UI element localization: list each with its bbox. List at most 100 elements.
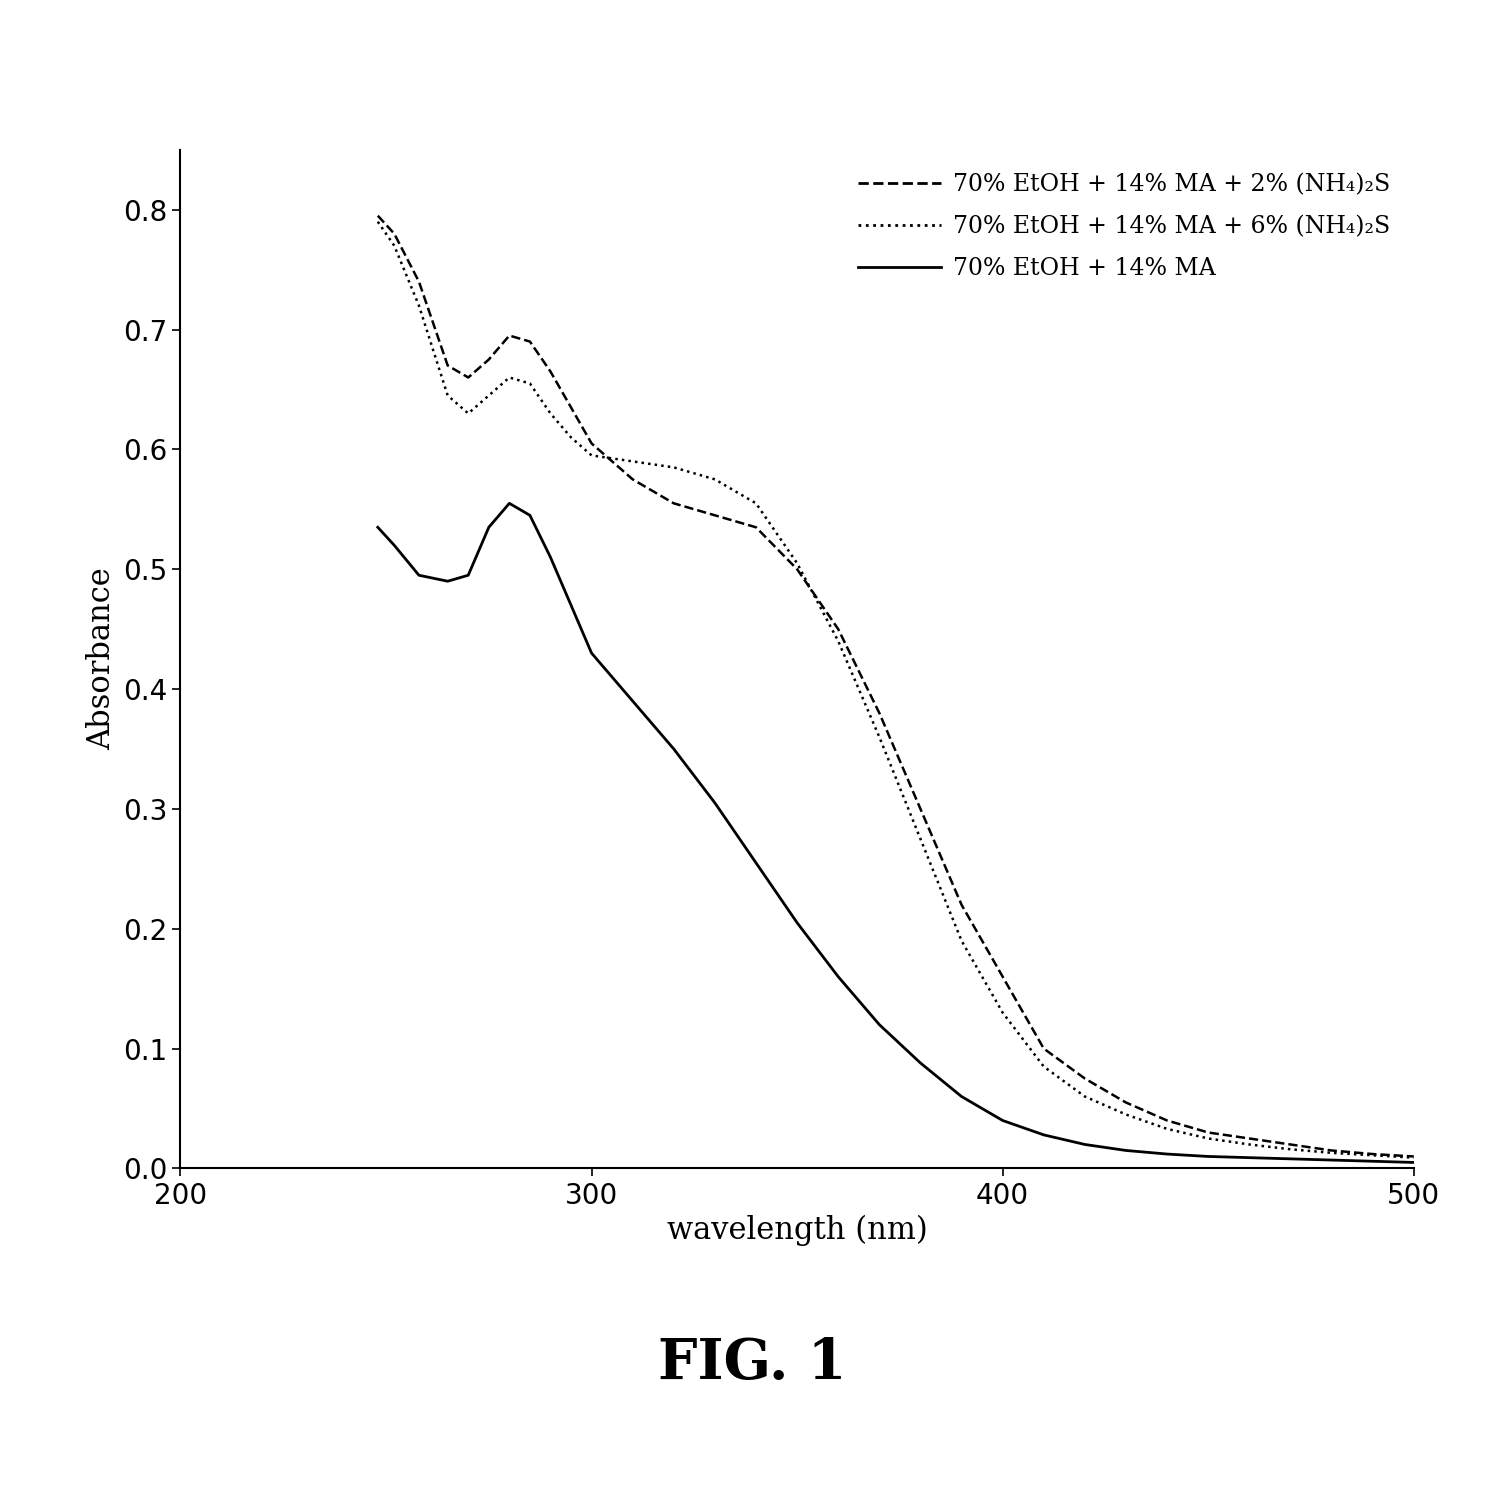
70% EtOH + 14% MA [562, 596, 581, 614]
70% EtOH + 14% MA + 6% (NH₄)₂S [1405, 1149, 1423, 1167]
70% EtOH + 14% MA + 6% (NH₄)₂S [501, 369, 519, 386]
70% EtOH + 14% MA + 2% (NH₄)₂S [1405, 1147, 1423, 1165]
70% EtOH + 14% MA [624, 692, 642, 710]
70% EtOH + 14% MA + 2% (NH₄)₂S [411, 273, 429, 291]
70% EtOH + 14% MA [385, 536, 403, 554]
70% EtOH + 14% MA + 6% (NH₄)₂S [1035, 1058, 1053, 1076]
70% EtOH + 14% MA + 2% (NH₄)₂S [871, 704, 889, 722]
70% EtOH + 14% MA + 6% (NH₄)₂S [994, 1004, 1012, 1022]
70% EtOH + 14% MA + 6% (NH₄)₂S [1241, 1135, 1259, 1153]
70% EtOH + 14% MA + 2% (NH₄)₂S [459, 369, 477, 386]
70% EtOH + 14% MA [411, 566, 429, 584]
70% EtOH + 14% MA + 6% (NH₄)₂S [1364, 1146, 1382, 1164]
70% EtOH + 14% MA + 2% (NH₄)₂S [952, 896, 970, 914]
70% EtOH + 14% MA + 6% (NH₄)₂S [1075, 1088, 1093, 1106]
70% EtOH + 14% MA [520, 506, 538, 524]
70% EtOH + 14% MA [1117, 1141, 1136, 1159]
70% EtOH + 14% MA + 6% (NH₄)₂S [911, 830, 929, 848]
70% EtOH + 14% MA + 2% (NH₄)₂S [1035, 1040, 1053, 1058]
Line: 70% EtOH + 14% MA + 6% (NH₄)₂S: 70% EtOH + 14% MA + 6% (NH₄)₂S [378, 222, 1414, 1158]
70% EtOH + 14% MA + 6% (NH₄)₂S [747, 494, 766, 512]
70% EtOH + 14% MA + 6% (NH₄)₂S [439, 386, 457, 404]
70% EtOH + 14% MA + 2% (NH₄)₂S [520, 333, 538, 351]
70% EtOH + 14% MA + 2% (NH₄)₂S [562, 398, 581, 416]
70% EtOH + 14% MA + 2% (NH₄)₂S [582, 434, 600, 452]
70% EtOH + 14% MA [829, 968, 847, 986]
70% EtOH + 14% MA + 6% (NH₄)₂S [411, 297, 429, 315]
70% EtOH + 14% MA + 2% (NH₄)₂S [1281, 1135, 1299, 1153]
70% EtOH + 14% MA [501, 494, 519, 512]
70% EtOH + 14% MA + 6% (NH₄)₂S [1281, 1140, 1299, 1158]
70% EtOH + 14% MA [1364, 1152, 1382, 1170]
70% EtOH + 14% MA + 6% (NH₄)₂S [541, 404, 559, 422]
70% EtOH + 14% MA [788, 914, 806, 932]
70% EtOH + 14% MA + 2% (NH₄)₂S [1158, 1112, 1176, 1129]
70% EtOH + 14% MA + 6% (NH₄)₂S [829, 632, 847, 650]
Y-axis label: Absorbance: Absorbance [86, 568, 117, 750]
70% EtOH + 14% MA + 2% (NH₄)₂S [747, 518, 766, 536]
70% EtOH + 14% MA + 6% (NH₄)₂S [624, 452, 642, 470]
70% EtOH + 14% MA [459, 566, 477, 584]
70% EtOH + 14% MA + 2% (NH₄)₂S [1117, 1094, 1136, 1112]
70% EtOH + 14% MA + 6% (NH₄)₂S [665, 458, 683, 476]
70% EtOH + 14% MA [952, 1088, 970, 1106]
70% EtOH + 14% MA + 2% (NH₄)₂S [829, 620, 847, 638]
70% EtOH + 14% MA + 2% (NH₄)₂S [480, 351, 498, 369]
70% EtOH + 14% MA + 2% (NH₄)₂S [368, 207, 387, 225]
70% EtOH + 14% MA + 6% (NH₄)₂S [520, 374, 538, 392]
Text: FIG. 1: FIG. 1 [657, 1336, 847, 1390]
70% EtOH + 14% MA + 2% (NH₄)₂S [385, 225, 403, 243]
70% EtOH + 14% MA + 2% (NH₄)₂S [705, 506, 723, 524]
Line: 70% EtOH + 14% MA: 70% EtOH + 14% MA [378, 503, 1414, 1162]
70% EtOH + 14% MA + 6% (NH₄)₂S [480, 386, 498, 404]
70% EtOH + 14% MA + 6% (NH₄)₂S [385, 237, 403, 255]
70% EtOH + 14% MA + 6% (NH₄)₂S [368, 213, 387, 231]
70% EtOH + 14% MA + 6% (NH₄)₂S [1158, 1121, 1176, 1138]
70% EtOH + 14% MA [665, 740, 683, 758]
70% EtOH + 14% MA + 2% (NH₄)₂S [911, 800, 929, 818]
70% EtOH + 14% MA [747, 854, 766, 872]
70% EtOH + 14% MA + 2% (NH₄)₂S [788, 560, 806, 578]
70% EtOH + 14% MA [368, 518, 387, 536]
X-axis label: wavelength (nm): wavelength (nm) [666, 1215, 928, 1246]
70% EtOH + 14% MA [1281, 1150, 1299, 1168]
70% EtOH + 14% MA [582, 644, 600, 662]
70% EtOH + 14% MA + 2% (NH₄)₂S [501, 327, 519, 345]
70% EtOH + 14% MA + 6% (NH₄)₂S [582, 446, 600, 464]
70% EtOH + 14% MA + 6% (NH₄)₂S [1117, 1106, 1136, 1124]
70% EtOH + 14% MA + 2% (NH₄)₂S [1364, 1144, 1382, 1162]
70% EtOH + 14% MA [1241, 1149, 1259, 1167]
70% EtOH + 14% MA + 6% (NH₄)₂S [952, 932, 970, 950]
70% EtOH + 14% MA + 6% (NH₄)₂S [1322, 1144, 1340, 1162]
70% EtOH + 14% MA + 2% (NH₄)₂S [994, 968, 1012, 986]
70% EtOH + 14% MA + 2% (NH₄)₂S [1241, 1129, 1259, 1147]
70% EtOH + 14% MA [1075, 1135, 1093, 1153]
70% EtOH + 14% MA + 6% (NH₄)₂S [871, 728, 889, 746]
70% EtOH + 14% MA [1199, 1147, 1217, 1165]
70% EtOH + 14% MA [439, 572, 457, 590]
70% EtOH + 14% MA + 6% (NH₄)₂S [788, 554, 806, 572]
70% EtOH + 14% MA [705, 794, 723, 812]
70% EtOH + 14% MA [911, 1055, 929, 1073]
70% EtOH + 14% MA + 2% (NH₄)₂S [1075, 1070, 1093, 1088]
70% EtOH + 14% MA + 2% (NH₄)₂S [624, 470, 642, 488]
70% EtOH + 14% MA + 6% (NH₄)₂S [1199, 1129, 1217, 1147]
70% EtOH + 14% MA + 6% (NH₄)₂S [562, 428, 581, 446]
Legend: 70% EtOH + 14% MA + 2% (NH₄)₂S, 70% EtOH + 14% MA + 6% (NH₄)₂S, 70% EtOH + 14% M: 70% EtOH + 14% MA + 2% (NH₄)₂S, 70% EtOH… [847, 162, 1402, 292]
70% EtOH + 14% MA [871, 1016, 889, 1034]
70% EtOH + 14% MA + 2% (NH₄)₂S [665, 494, 683, 512]
70% EtOH + 14% MA [994, 1112, 1012, 1129]
70% EtOH + 14% MA [1405, 1153, 1423, 1171]
70% EtOH + 14% MA + 2% (NH₄)₂S [1322, 1141, 1340, 1159]
70% EtOH + 14% MA + 6% (NH₄)₂S [459, 404, 477, 422]
70% EtOH + 14% MA [1322, 1150, 1340, 1168]
70% EtOH + 14% MA [480, 518, 498, 536]
70% EtOH + 14% MA [541, 548, 559, 566]
70% EtOH + 14% MA + 2% (NH₄)₂S [1199, 1124, 1217, 1141]
70% EtOH + 14% MA + 2% (NH₄)₂S [541, 363, 559, 380]
70% EtOH + 14% MA + 6% (NH₄)₂S [705, 470, 723, 488]
Line: 70% EtOH + 14% MA + 2% (NH₄)₂S: 70% EtOH + 14% MA + 2% (NH₄)₂S [378, 216, 1414, 1156]
70% EtOH + 14% MA [1158, 1144, 1176, 1162]
70% EtOH + 14% MA [1035, 1126, 1053, 1144]
70% EtOH + 14% MA + 2% (NH₄)₂S [439, 357, 457, 374]
